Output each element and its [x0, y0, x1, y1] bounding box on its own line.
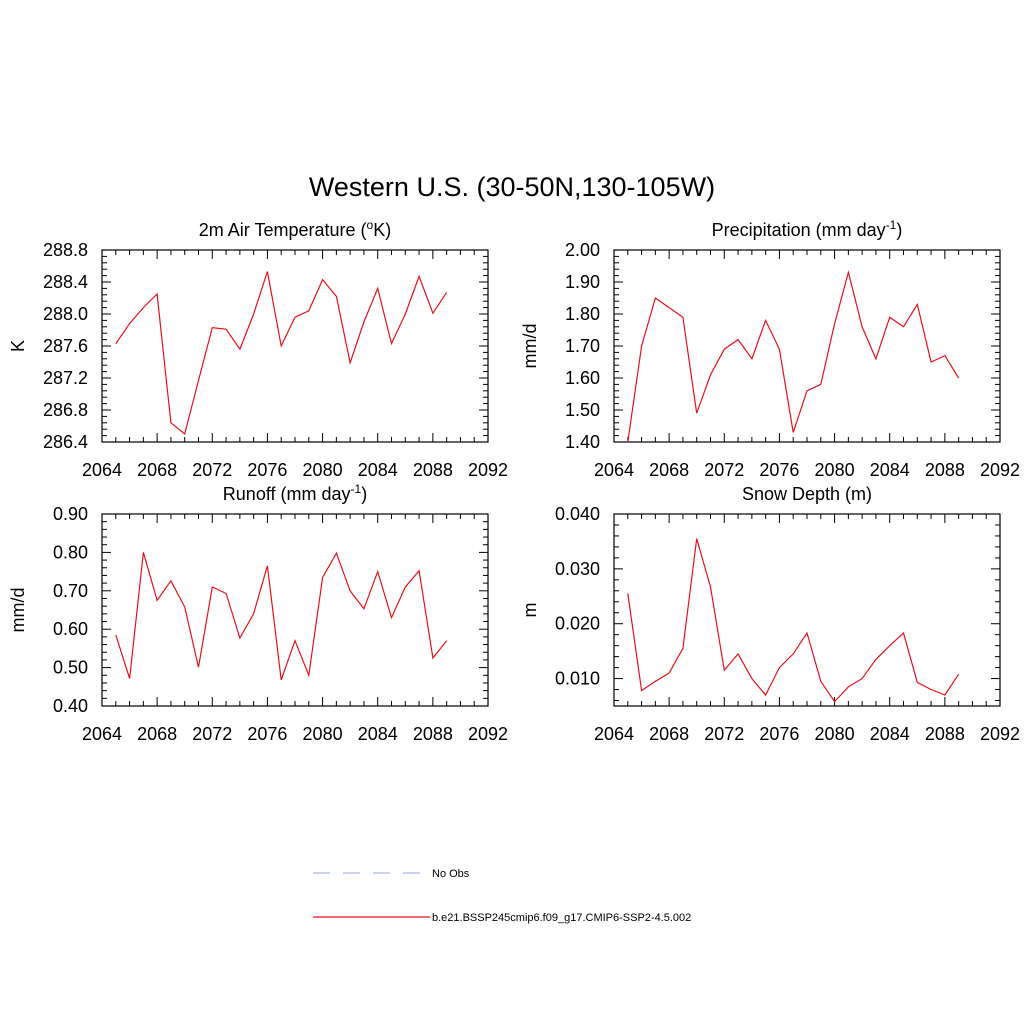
y-axis-label-temperature: K — [8, 340, 28, 352]
y-tick-label: 0.70 — [53, 581, 88, 601]
x-tick-label: 2084 — [870, 460, 910, 480]
panels-group: 2m Air Temperature (oK) 2064 2068 2072 2076 2… — [8, 218, 1020, 744]
y-axis-label-precipitation: mm/d — [520, 324, 540, 369]
plot-frame-runoff — [101, 513, 489, 707]
x-tick-label: 2064 — [82, 460, 122, 480]
y-tick-label: 286.8 — [43, 400, 88, 420]
x-tick-label: 2088 — [925, 460, 965, 480]
x-tick-label: 2064 — [594, 724, 634, 744]
y-tick-label: 0.80 — [53, 542, 88, 562]
x-tick-label: 2068 — [649, 460, 689, 480]
x-tick-label: 2080 — [303, 724, 343, 744]
x-tick-label: 2084 — [358, 724, 398, 744]
y-tick-label: 288.8 — [43, 240, 88, 260]
panel-title-precipitation: Precipitation (mm day-1) — [712, 218, 903, 240]
x-tick-label: 2088 — [413, 724, 453, 744]
y-tick-label: 1.50 — [565, 400, 600, 420]
x-tick-label: 2076 — [759, 724, 799, 744]
y-tick-label: 0.40 — [53, 696, 88, 716]
y-tick-label: 2.00 — [565, 240, 600, 260]
x-tick-label: 2080 — [303, 460, 343, 480]
series-line-snow-depth — [627, 538, 960, 703]
y-tick-label: 1.40 — [565, 432, 600, 452]
panel-runoff: Runoff (mm day-1) 2064 2068 2072 2076 2080 208… — [8, 482, 508, 744]
y-tick-label: 288.4 — [43, 272, 88, 292]
series-line-runoff — [115, 551, 448, 681]
x-tick-label: 2068 — [649, 724, 689, 744]
x-tick-label: 2092 — [468, 460, 508, 480]
legend: No Obs b.e21.BSSP245cmip6.f09_g17.CMIP6-… — [313, 868, 691, 924]
plot-frame-precipitation — [613, 249, 1001, 443]
y-tick-label: 0.010 — [555, 669, 600, 689]
x-tick-label: 2092 — [980, 724, 1020, 744]
x-tick-label: 2080 — [815, 460, 855, 480]
y-tick-label: 0.030 — [555, 559, 600, 579]
series-line-precipitation — [627, 270, 960, 443]
plot-frame-temperature — [101, 249, 489, 443]
x-tick-label: 2084 — [870, 724, 910, 744]
legend-model-label: b.e21.BSSP245cmip6.f09_g17.CMIP6-SSP2-4.… — [432, 912, 691, 924]
x-tick-label: 2064 — [82, 724, 122, 744]
x-tick-label: 2072 — [192, 460, 232, 480]
panel-title-snow-depth: Snow Depth (m) — [742, 484, 872, 504]
x-tick-label: 2072 — [704, 724, 744, 744]
x-tick-label: 2092 — [980, 460, 1020, 480]
x-tick-label: 2092 — [468, 724, 508, 744]
y-tick-label: 0.040 — [555, 504, 600, 524]
panel-snow-depth: Snow Depth (m) 2064 2068 2072 2076 2080 2084 20… — [520, 484, 1020, 744]
plot-frame-snow-depth — [613, 513, 1001, 707]
y-axis-label-snow-depth: m — [520, 603, 540, 618]
y-tick-label: 0.50 — [53, 658, 88, 678]
panel-temperature: 2m Air Temperature (oK) 2064 2068 2072 2076 2… — [8, 218, 508, 480]
x-tick-label: 2068 — [137, 724, 177, 744]
panel-title-runoff: Runoff (mm day-1) — [223, 482, 367, 504]
series-line-temperature — [115, 271, 448, 436]
x-tick-label: 2076 — [247, 460, 287, 480]
y-tick-label: 287.6 — [43, 336, 88, 356]
y-axis-label-runoff: mm/d — [8, 588, 28, 633]
y-tick-label: 0.020 — [555, 614, 600, 634]
y-tick-label: 0.90 — [53, 504, 88, 524]
x-tick-label: 2076 — [759, 460, 799, 480]
y-tick-label: 286.4 — [43, 432, 88, 452]
y-tick-label: 1.70 — [565, 336, 600, 356]
x-tick-label: 2088 — [413, 460, 453, 480]
x-tick-label: 2068 — [137, 460, 177, 480]
legend-no-obs-label: No Obs — [432, 868, 470, 880]
x-tick-label: 2076 — [247, 724, 287, 744]
x-tick-label: 2088 — [925, 724, 965, 744]
y-tick-label: 288.0 — [43, 304, 88, 324]
panel-precipitation: Precipitation (mm day-1) 2064 2068 2072 2076… — [520, 218, 1020, 480]
y-tick-label: 287.2 — [43, 368, 88, 388]
y-tick-label: 1.60 — [565, 368, 600, 388]
y-tick-label: 1.80 — [565, 304, 600, 324]
x-tick-label: 2080 — [815, 724, 855, 744]
y-tick-label: 1.90 — [565, 272, 600, 292]
x-tick-label: 2084 — [358, 460, 398, 480]
x-tick-label: 2064 — [594, 460, 634, 480]
y-tick-label: 0.60 — [53, 619, 88, 639]
panel-title-temperature: 2m Air Temperature (oK) — [199, 218, 391, 240]
x-tick-label: 2072 — [704, 460, 744, 480]
x-tick-label: 2072 — [192, 724, 232, 744]
figure-title: Western U.S. (30-50N,130-105W) — [309, 172, 715, 202]
